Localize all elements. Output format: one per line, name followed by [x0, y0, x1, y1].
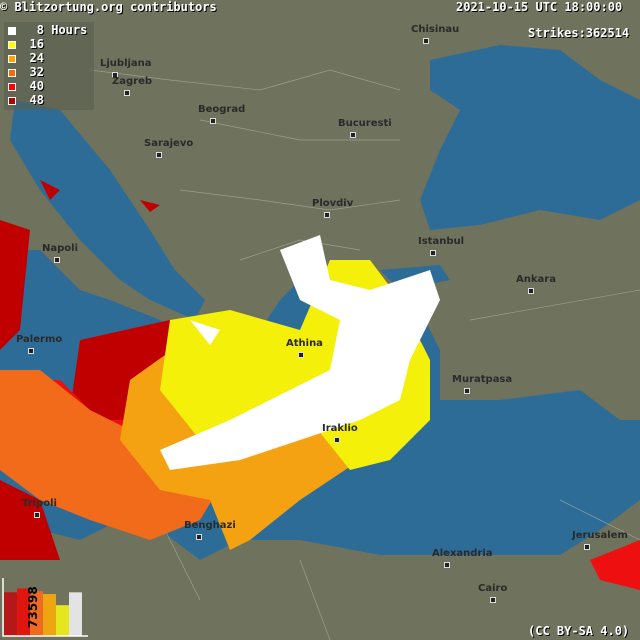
city-label: Iraklio [322, 423, 358, 434]
legend-item: 16 [8, 38, 44, 51]
datetime: 2021-10-15 UTC 18:00:00 [456, 0, 623, 14]
city-label: Chisinau [411, 24, 460, 35]
city-label: Zagreb [112, 76, 153, 87]
histogram-bar [30, 591, 43, 636]
legend-swatch [8, 26, 16, 35]
city-marker [444, 562, 450, 568]
city-marker [34, 512, 40, 518]
attribution: © Blitzortung.org contributors [0, 0, 217, 14]
strike-count: Strikes:362514 [528, 26, 629, 40]
city-marker [464, 388, 470, 394]
legend-hours: 16 [29, 37, 44, 51]
lightning-strikes [0, 180, 640, 590]
city-marker [112, 72, 118, 78]
city-label: Plovdiv [312, 198, 354, 209]
legend-item: 48 [8, 94, 44, 107]
strike-count-label: Strikes: [528, 26, 586, 40]
legend-hours: 48 [29, 93, 44, 107]
legend-swatch [8, 54, 16, 63]
histogram-bar [69, 592, 82, 636]
histogram-bar [17, 588, 30, 636]
city-label: Istanbul [418, 236, 465, 247]
city-marker [350, 132, 356, 138]
city-label: Napoli [42, 243, 79, 254]
legend-swatch [8, 96, 16, 105]
city-marker [298, 352, 304, 358]
city-label: Athina [286, 338, 323, 349]
city-marker [54, 257, 60, 263]
legend-hours: 40 [29, 79, 44, 93]
legend-hours: 24 [29, 51, 44, 65]
legend-item: 24 [8, 52, 44, 65]
license: (CC BY-SA 4.0) [528, 624, 630, 638]
city-label: Sarajevo [144, 138, 194, 149]
city-label: Tripoli [22, 498, 57, 509]
strikes-32h [0, 370, 230, 540]
strikes-8h [160, 235, 440, 470]
histogram-bar [4, 592, 17, 636]
legend-swatch [8, 82, 16, 91]
legend-swatch [8, 40, 16, 49]
legend-item: 8 Hours [8, 24, 87, 37]
strike-histogram [2, 578, 88, 637]
city-label: Jerusalem [572, 530, 628, 541]
city-marker [156, 152, 162, 158]
city-marker [210, 118, 216, 124]
city-label: Bucuresti [338, 118, 392, 129]
strike-count-value: 362514 [585, 26, 630, 40]
histogram-label: 73598 [26, 586, 40, 628]
city-marker [584, 544, 590, 550]
legend-swatch [8, 68, 16, 77]
city-marker [334, 437, 340, 443]
legend [4, 22, 94, 110]
city-marker [124, 90, 130, 96]
city-marker [528, 288, 534, 294]
city-marker [28, 348, 34, 354]
city-label: Muratpasa [452, 374, 513, 385]
legend-hours: 32 [29, 65, 44, 79]
city-label: Ankara [516, 274, 556, 285]
borders [89, 69, 640, 640]
legend-item: 32 [8, 66, 44, 79]
city-marker [196, 534, 202, 540]
city-marker [423, 38, 429, 44]
city-label: Benghazi [184, 520, 236, 531]
histogram-bar [56, 605, 69, 636]
city-label: Beograd [198, 104, 246, 115]
city-label: Palermo [16, 334, 63, 345]
histogram-bar [43, 594, 56, 636]
strikes-48h [0, 180, 210, 560]
city-label: Alexandria [432, 548, 493, 559]
city-marker [490, 597, 496, 603]
city-label: Ljubljana [100, 58, 152, 69]
city-marker [324, 212, 330, 218]
legend-hours: 8 [36, 23, 44, 37]
legend-item: 40 [8, 80, 44, 93]
city-marker [430, 250, 436, 256]
city-label: Cairo [478, 583, 508, 594]
legend-unit: Hours [51, 23, 88, 37]
